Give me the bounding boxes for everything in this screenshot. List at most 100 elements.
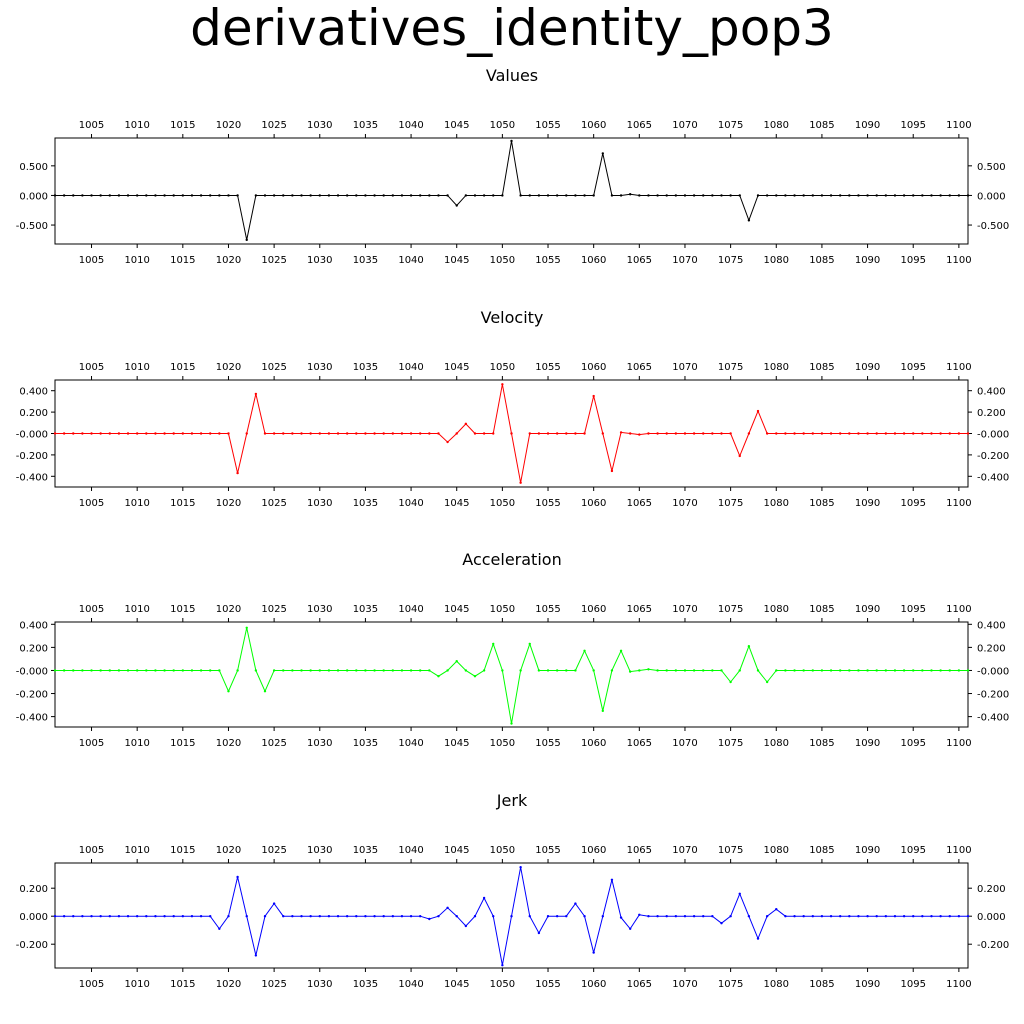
data-point-velocity: [163, 432, 166, 435]
data-point-velocity: [528, 432, 531, 435]
data-point-velocity: [355, 432, 358, 435]
data-point-values: [327, 194, 331, 197]
data-point-acceleration: [702, 669, 705, 672]
x-tick-label-top: 1025: [261, 120, 286, 131]
data-point-velocity: [519, 481, 522, 484]
data-point-acceleration: [811, 669, 814, 672]
x-tick-label-top: 1080: [764, 362, 789, 373]
x-tick-label-bottom: 1090: [855, 738, 880, 749]
data-point-acceleration: [409, 669, 413, 672]
data-point-values: [227, 194, 230, 197]
data-point-jerk: [245, 915, 248, 918]
data-point-velocity: [866, 432, 869, 435]
x-tick-label-bottom: 1050: [490, 498, 515, 509]
data-point-velocity: [592, 394, 595, 398]
data-point-velocity: [893, 432, 897, 435]
data-point-acceleration: [966, 669, 970, 672]
data-point-values: [930, 194, 933, 197]
data-point-velocity: [966, 432, 970, 435]
x-tick-label-bottom: 1070: [672, 498, 697, 509]
data-point-acceleration: [336, 669, 340, 672]
data-point-values: [921, 194, 924, 197]
data-point-jerk: [218, 927, 221, 930]
y-tick-label-left: 0.500: [19, 162, 48, 173]
data-point-jerk: [957, 915, 961, 918]
x-tick-label-bottom: 1085: [809, 255, 834, 266]
data-point-jerk: [747, 915, 751, 918]
x-tick-label-bottom: 1065: [627, 738, 652, 749]
y-tick-label-left: 0.200: [19, 643, 48, 654]
data-point-velocity: [99, 432, 102, 435]
data-point-values: [345, 194, 349, 197]
y-tick-label-right: -0.200: [977, 940, 1009, 951]
data-point-jerk: [656, 915, 659, 918]
data-point-values: [364, 194, 367, 197]
data-point-values: [775, 194, 778, 197]
data-point-values: [902, 194, 906, 197]
data-point-values: [939, 194, 942, 197]
data-point-jerk: [866, 915, 869, 918]
x-tick-label-top: 1055: [535, 362, 560, 373]
x-tick-label-top: 1035: [353, 120, 378, 131]
x-tick-label-bottom: 1070: [672, 738, 697, 749]
data-point-values: [683, 194, 687, 197]
x-tick-label-bottom: 1090: [855, 498, 880, 509]
data-point-acceleration: [574, 669, 577, 672]
data-point-values: [473, 194, 477, 197]
x-tick-label-bottom: 1095: [900, 738, 925, 749]
data-point-velocity: [382, 432, 385, 435]
data-point-velocity: [199, 432, 203, 435]
y-tick-label-right: -0.000: [977, 666, 1009, 677]
x-tick-label-top: 1005: [79, 120, 104, 131]
data-point-jerk: [81, 915, 84, 918]
x-tick-label-bottom: 1060: [581, 255, 606, 266]
x-tick-label-top: 1095: [900, 120, 925, 131]
data-point-velocity: [537, 432, 541, 435]
x-tick-label-top: 1015: [170, 845, 195, 856]
data-point-values: [336, 194, 340, 197]
data-point-jerk: [583, 915, 586, 918]
y-tick-label-right: 0.400: [977, 620, 1006, 631]
data-point-values: [820, 194, 824, 197]
data-point-velocity: [555, 432, 559, 435]
x-tick-label-bottom: 1045: [444, 738, 469, 749]
data-point-values: [565, 194, 568, 197]
x-tick-label-bottom: 1045: [444, 498, 469, 509]
x-tick-label-bottom: 1005: [79, 255, 104, 266]
data-point-velocity: [729, 432, 732, 435]
data-point-jerk: [108, 915, 111, 918]
data-point-velocity: [181, 432, 185, 435]
data-point-values: [601, 152, 604, 155]
data-point-values: [546, 194, 550, 197]
data-point-velocity: [117, 432, 121, 435]
x-tick-label-top: 1050: [490, 604, 515, 615]
data-point-acceleration: [72, 669, 75, 672]
data-point-jerk: [793, 915, 796, 918]
data-point-jerk: [555, 915, 559, 918]
data-point-jerk: [820, 915, 824, 918]
data-point-acceleration: [738, 669, 741, 672]
x-tick-label-bottom: 1030: [307, 498, 332, 509]
x-tick-label-top: 1040: [398, 362, 423, 373]
x-tick-label-top: 1065: [627, 120, 652, 131]
data-point-values: [145, 194, 148, 197]
data-point-values: [428, 194, 431, 197]
data-point-jerk: [99, 915, 102, 918]
data-point-values: [555, 194, 559, 197]
x-tick-label-top: 1090: [855, 120, 880, 131]
data-point-values: [81, 194, 84, 197]
data-point-acceleration: [930, 669, 933, 672]
x-tick-label-bottom: 1080: [764, 498, 789, 509]
data-point-jerk: [291, 915, 294, 918]
data-point-velocity: [510, 432, 513, 435]
data-point-jerk: [802, 915, 805, 918]
data-point-velocity: [802, 432, 805, 435]
x-tick-label-top: 1045: [444, 845, 469, 856]
data-point-velocity: [957, 432, 961, 435]
data-point-velocity: [829, 432, 833, 435]
x-tick-label-bottom: 1055: [535, 255, 560, 266]
data-point-jerk: [209, 915, 212, 918]
y-tick-label-left: 0.000: [19, 191, 48, 202]
x-tick-label-top: 1040: [398, 604, 423, 615]
x-tick-label-top: 1005: [79, 604, 104, 615]
